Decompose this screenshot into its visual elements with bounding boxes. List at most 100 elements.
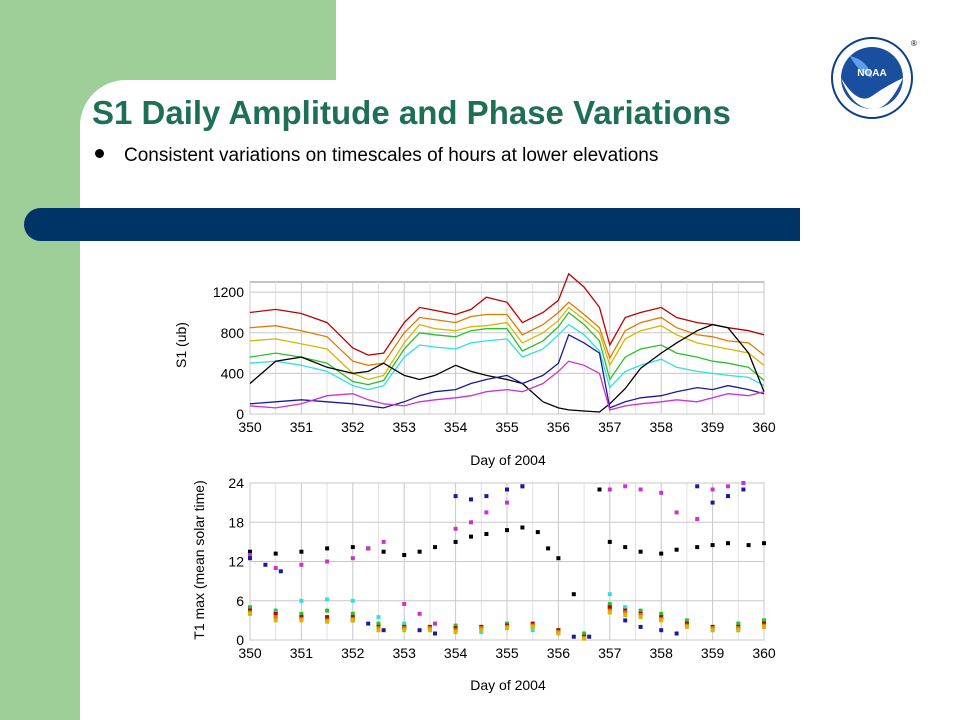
chart1-series-line-6 — [249, 333, 765, 409]
chart2-series-1-point — [505, 500, 509, 505]
chart2-series-7-point — [582, 636, 587, 641]
chart2-series-1-point — [299, 562, 304, 567]
chart2-series-1-point — [273, 566, 278, 570]
chart2-series-3-point — [248, 605, 252, 610]
chart1-xtick-label: 356 — [547, 419, 571, 435]
chart2-series-1-point — [453, 526, 458, 531]
chart2-series-2-point — [469, 497, 473, 502]
chart2-series-0-point — [248, 549, 252, 554]
chart2-series-2-point — [433, 631, 437, 636]
chart2-series-2-point — [520, 484, 525, 489]
chart2-series-5-point — [350, 615, 355, 620]
chart2-series-2-point — [710, 500, 715, 505]
chart2-series-2-point — [248, 556, 252, 561]
chart2-series-4-point — [376, 615, 381, 620]
chart2-series-3-point — [684, 618, 689, 623]
chart1-ytick-label: 800 — [221, 325, 245, 341]
chart2-ylabel: T1 max (mean solar time) — [191, 480, 207, 639]
chart2-series-5-point — [684, 621, 689, 626]
chart2-series-0-point — [546, 546, 551, 551]
chart2-series-7-point — [402, 628, 407, 633]
chart2-series-3-point — [376, 621, 381, 626]
chart2-series-2-point — [381, 628, 386, 633]
chart2-series-0-point — [623, 545, 628, 550]
s1-amplitude-chart: S1 (ub) Day of 2004 350 351 352 353 354 355 35… — [173, 272, 776, 468]
noaa-logo-icon: NOAA ® — [831, 37, 917, 119]
chart1-ytick-label: 0 — [236, 406, 244, 422]
chart2-series-1-point — [623, 484, 628, 489]
chart2-series-2-point — [741, 487, 746, 492]
chart2-series-3-point — [505, 621, 509, 626]
chart2-series-5-point — [325, 615, 330, 620]
chart2-series-3-point — [607, 602, 612, 606]
chart2-series-4-point — [350, 598, 355, 603]
chart2-xtick-label: 359 — [701, 645, 725, 661]
chart2-series-2-point — [587, 634, 592, 639]
chart1-xtick-label: 360 — [752, 419, 776, 435]
chart2-series-4-point — [402, 621, 407, 626]
chart1-series-line-7 — [249, 360, 765, 411]
chart2-series-2-point — [674, 631, 679, 636]
chart2-series-1-point — [469, 520, 473, 525]
chart2-xtick-label: 360 — [752, 645, 776, 661]
chart2-xtick-label: 355 — [495, 645, 519, 661]
chart2-series-0-point — [762, 541, 766, 546]
chart2-series-7-point — [248, 611, 252, 616]
chart2-series-7-point — [427, 628, 432, 633]
chart1-ytick-label: 400 — [221, 365, 245, 381]
chart2-grid — [249, 482, 765, 641]
chart2-series-6-point — [623, 610, 628, 615]
chart2-series-1-point — [484, 510, 489, 515]
chart2-series-5-point — [607, 605, 612, 610]
chart2-series-3-point — [659, 611, 664, 616]
chart2-xtick-label: 352 — [341, 645, 365, 661]
chart2-series-7-point — [376, 628, 381, 633]
chart2-series-5-point — [299, 615, 304, 620]
chart2-series-0-point — [674, 547, 679, 552]
chart2-series-2-point — [484, 494, 489, 499]
chart1-xtick-label: 354 — [444, 419, 468, 435]
chart-area: S1 (ub) Day of 2004 350 351 352 353 354 355 35… — [173, 272, 776, 693]
logo-text: NOAA — [857, 68, 886, 79]
chart2-series-0-point — [607, 539, 612, 544]
chart2-series-3-point — [299, 611, 304, 616]
chart2-series-2-point — [659, 628, 664, 633]
chart2-series-0-point — [484, 532, 489, 536]
chart2-series-0-point — [746, 543, 751, 548]
chart2-xtick-label: 354 — [444, 645, 468, 661]
chart1-xtick-label: 352 — [341, 419, 365, 435]
chart2-series-0-point — [597, 487, 602, 492]
chart2-series-2-point — [695, 484, 700, 489]
chart2-series-2-point — [638, 624, 643, 629]
chart2-series-1-point — [433, 621, 437, 626]
chart2-series-7-point — [623, 613, 628, 618]
chart2-xlabel: Day of 2004 — [470, 677, 546, 693]
chart2-ytick-label: 18 — [228, 514, 244, 530]
chart2-series-2-point — [505, 487, 509, 492]
chart2-series-1-point — [417, 611, 422, 616]
chart1-xtick-label: 357 — [598, 419, 622, 435]
chart2-series-7-point — [607, 610, 612, 615]
chart2-series-7-point — [710, 628, 715, 633]
chart2-series-2-point — [453, 494, 458, 499]
chart2-series-7-point — [638, 615, 643, 620]
chart2-series-0-point — [417, 549, 422, 554]
chart2-series-0-point — [659, 551, 664, 556]
chart2-series-1-point — [350, 556, 355, 561]
chart2-series-0-point — [505, 528, 509, 533]
chart2-ytick-label: 12 — [228, 554, 244, 570]
chart1-xtick-label: 355 — [495, 419, 519, 435]
chart2-series-6-point — [638, 613, 643, 618]
slide-title: S1 Daily Amplitude and Phase Variations — [92, 94, 731, 131]
chart2-series-1-point — [741, 481, 746, 485]
chart2-series-3-point — [638, 608, 643, 613]
chart1-series-line-5 — [249, 323, 765, 413]
chart2-series-2-point — [263, 562, 268, 567]
chart2-series-2-point — [417, 628, 422, 633]
chart2-series-5-point — [762, 621, 766, 626]
chart2-series-4-point — [325, 597, 330, 602]
chart2-series-4-point — [623, 605, 628, 610]
chart2-series-0-point — [402, 553, 407, 557]
navy-divider-bar — [24, 208, 800, 241]
chart2-series-0-point — [556, 556, 561, 561]
